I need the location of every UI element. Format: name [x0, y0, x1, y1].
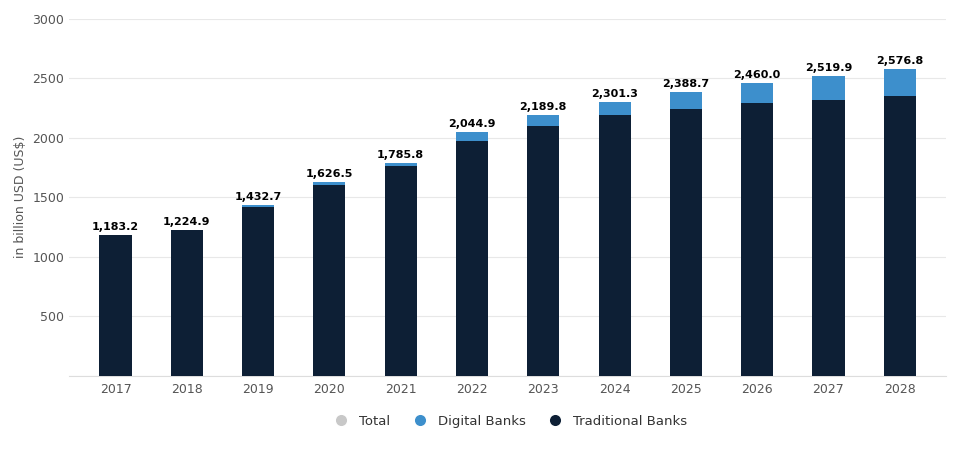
Bar [456, 132, 488, 142]
Text: 1,626.5: 1,626.5 [305, 169, 353, 179]
Bar [741, 104, 773, 376]
Bar [527, 115, 560, 126]
Bar [670, 92, 702, 109]
Bar [313, 185, 346, 376]
Text: 1,432.7: 1,432.7 [234, 192, 281, 202]
Text: 2,460.0: 2,460.0 [733, 70, 780, 80]
Bar [385, 163, 417, 166]
Bar [812, 76, 845, 100]
Bar [385, 166, 417, 376]
Legend: Total, Digital Banks, Traditional Banks: Total, Digital Banks, Traditional Banks [323, 409, 693, 433]
Bar [598, 102, 631, 115]
Bar [670, 109, 702, 376]
Bar [242, 205, 275, 207]
Text: 2,576.8: 2,576.8 [876, 56, 924, 66]
Text: 2,044.9: 2,044.9 [448, 120, 495, 130]
Bar [100, 235, 132, 376]
Bar [171, 230, 203, 376]
Bar [884, 69, 916, 96]
Text: 2,388.7: 2,388.7 [662, 79, 709, 88]
Y-axis label: in billion USD (US$): in billion USD (US$) [13, 136, 27, 258]
Text: 1,183.2: 1,183.2 [92, 222, 139, 232]
Bar [242, 207, 275, 376]
Text: 1,224.9: 1,224.9 [163, 217, 210, 227]
Text: 2,301.3: 2,301.3 [591, 89, 638, 99]
Text: 2,519.9: 2,519.9 [804, 63, 852, 73]
Text: 1,785.8: 1,785.8 [377, 150, 424, 160]
Bar [741, 83, 773, 104]
Bar [456, 142, 488, 376]
Bar [313, 182, 346, 185]
Bar [884, 96, 916, 376]
Bar [527, 126, 560, 376]
Bar [598, 115, 631, 376]
Text: 2,189.8: 2,189.8 [519, 102, 567, 112]
Bar [812, 100, 845, 376]
